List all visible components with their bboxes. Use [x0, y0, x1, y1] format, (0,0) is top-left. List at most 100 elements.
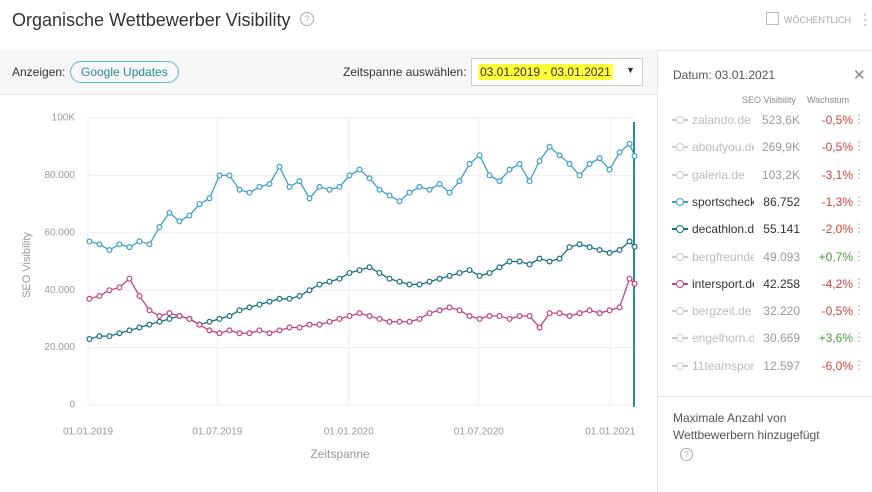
- competitor-row[interactable]: galeria.de 103,2K -3,1% ⋮: [658, 167, 872, 187]
- col-visibility: SEO Visibility: [742, 95, 796, 105]
- data-point: [416, 281, 423, 288]
- data-point: [596, 155, 603, 162]
- competitor-name: sportscheck.com: [692, 194, 754, 209]
- data-point: [316, 321, 323, 328]
- competitor-row[interactable]: bergfreunde.de 49.093 +0,7%⋮: [658, 249, 872, 269]
- data-point: [166, 310, 173, 317]
- data-point: [156, 224, 163, 231]
- data-point: [266, 330, 273, 337]
- data-point: [136, 324, 143, 331]
- competitor-row[interactable]: intersport.de 42.258 -4,2% ⋮: [658, 276, 872, 296]
- y-tick-label: 0: [69, 400, 75, 411]
- data-point: [226, 327, 233, 334]
- row-menu[interactable]: ⋮: [853, 303, 865, 318]
- row-menu[interactable]: ⋮: [853, 166, 865, 181]
- competitor-name: galeria.de: [692, 167, 745, 182]
- x-axis-label: Zeitspanne: [310, 447, 370, 461]
- competitor-visibility: 49.093: [763, 249, 800, 264]
- data-point: [631, 280, 638, 287]
- data-point: [116, 241, 123, 248]
- competitor-visibility: 12.597: [763, 358, 800, 373]
- data-point: [556, 310, 563, 317]
- competitor-visibility: 523,6K: [761, 113, 800, 127]
- competitor-visibility: 42.258: [763, 276, 800, 291]
- data-point: [546, 143, 553, 150]
- competitor-row[interactable]: aboutyou.de 269,9K -0,5% ⋮: [658, 139, 872, 159]
- data-point: [106, 247, 113, 254]
- competitor-row[interactable]: sportscheck.com 86.752 -1,3%⋮: [658, 194, 872, 214]
- data-point: [286, 183, 293, 190]
- data-point: [516, 160, 523, 167]
- competitor-growth: -2,0%: [821, 222, 853, 237]
- toolbar: Anzeigen: Google Updates Zeitspanne ausw…: [0, 50, 657, 95]
- competitor-row[interactable]: decathlon.de 55.141 -2,0% ⋮: [658, 221, 872, 241]
- row-menu[interactable]: ⋮: [853, 112, 865, 126]
- interval-button[interactable]: WÖCHENTLICH: [784, 15, 851, 25]
- data-point: [406, 318, 413, 325]
- data-point: [206, 327, 213, 334]
- data-point: [236, 330, 243, 337]
- data-point: [296, 178, 303, 185]
- data-point: [246, 304, 253, 311]
- competitor-row[interactable]: 11teamsports.de 12.597 -6,0%⋮: [658, 358, 872, 378]
- data-point: [456, 178, 463, 185]
- data-point: [536, 255, 543, 262]
- row-menu[interactable]: ⋮: [853, 275, 865, 290]
- competitor-growth: -6,0%: [821, 358, 853, 373]
- data-point: [326, 186, 333, 193]
- data-point: [506, 258, 513, 265]
- competitor-row[interactable]: bergzeit.de 32.220 -0,5% ⋮: [658, 303, 872, 323]
- data-point: [166, 209, 173, 216]
- data-point: [116, 284, 123, 291]
- row-menu[interactable]: ⋮: [853, 248, 865, 263]
- data-point: [156, 318, 163, 325]
- data-point: [486, 313, 493, 320]
- row-menu[interactable]: ⋮: [853, 193, 865, 208]
- row-menu[interactable]: ⋮: [853, 330, 865, 345]
- legend-dot: [676, 116, 684, 124]
- data-point: [136, 238, 143, 245]
- col-growth: Wachstum: [807, 95, 850, 105]
- data-point: [426, 186, 433, 193]
- help-icon[interactable]: ?: [680, 448, 693, 461]
- competitor-visibility: 30.669: [763, 331, 800, 346]
- data-point: [526, 178, 533, 185]
- data-point: [456, 269, 463, 276]
- data-point: [136, 292, 143, 299]
- data-point: [546, 310, 553, 317]
- competitor-row[interactable]: engelhorn.de 30.669 +3,6%⋮: [658, 330, 872, 350]
- competitor-panel: Datum: 03.01.2021 ✕ SEO Visibility Wachs…: [657, 50, 872, 492]
- competitor-row[interactable]: zalando.de 523,6K -0,5% ⋮: [658, 112, 872, 132]
- competitor-growth: -0,5%: [821, 304, 853, 319]
- range-select[interactable]: 03.01.2019 - 03.01.2021 ▼: [471, 58, 643, 86]
- data-point: [236, 307, 243, 314]
- close-button[interactable]: ✕: [853, 67, 866, 84]
- data-point: [631, 243, 638, 250]
- data-point: [286, 295, 293, 302]
- google-updates-button[interactable]: Google Updates: [70, 61, 179, 83]
- y-tick-label: 100K: [52, 113, 76, 124]
- data-point: [186, 315, 193, 322]
- data-point: [416, 183, 423, 190]
- data-point: [396, 198, 403, 205]
- data-point: [556, 152, 563, 159]
- row-menu[interactable]: ⋮: [853, 139, 865, 154]
- legend-dot: [676, 225, 684, 234]
- data-point: [416, 315, 423, 322]
- row-menu[interactable]: ⋮: [853, 357, 865, 372]
- x-tick-label: 01.01.2021: [585, 427, 635, 438]
- data-point: [156, 313, 163, 320]
- data-point: [86, 335, 93, 342]
- data-point: [596, 310, 603, 317]
- data-point: [206, 195, 213, 202]
- data-point: [616, 304, 623, 311]
- menu-dots[interactable]: ⋮: [858, 11, 872, 27]
- data-point: [296, 292, 303, 299]
- competitor-name: 11teamsports.de: [692, 358, 754, 373]
- data-point: [96, 241, 103, 248]
- data-point: [496, 178, 503, 185]
- row-menu[interactable]: ⋮: [853, 221, 865, 236]
- help-icon[interactable]: ?: [300, 12, 314, 26]
- data-point: [556, 255, 563, 262]
